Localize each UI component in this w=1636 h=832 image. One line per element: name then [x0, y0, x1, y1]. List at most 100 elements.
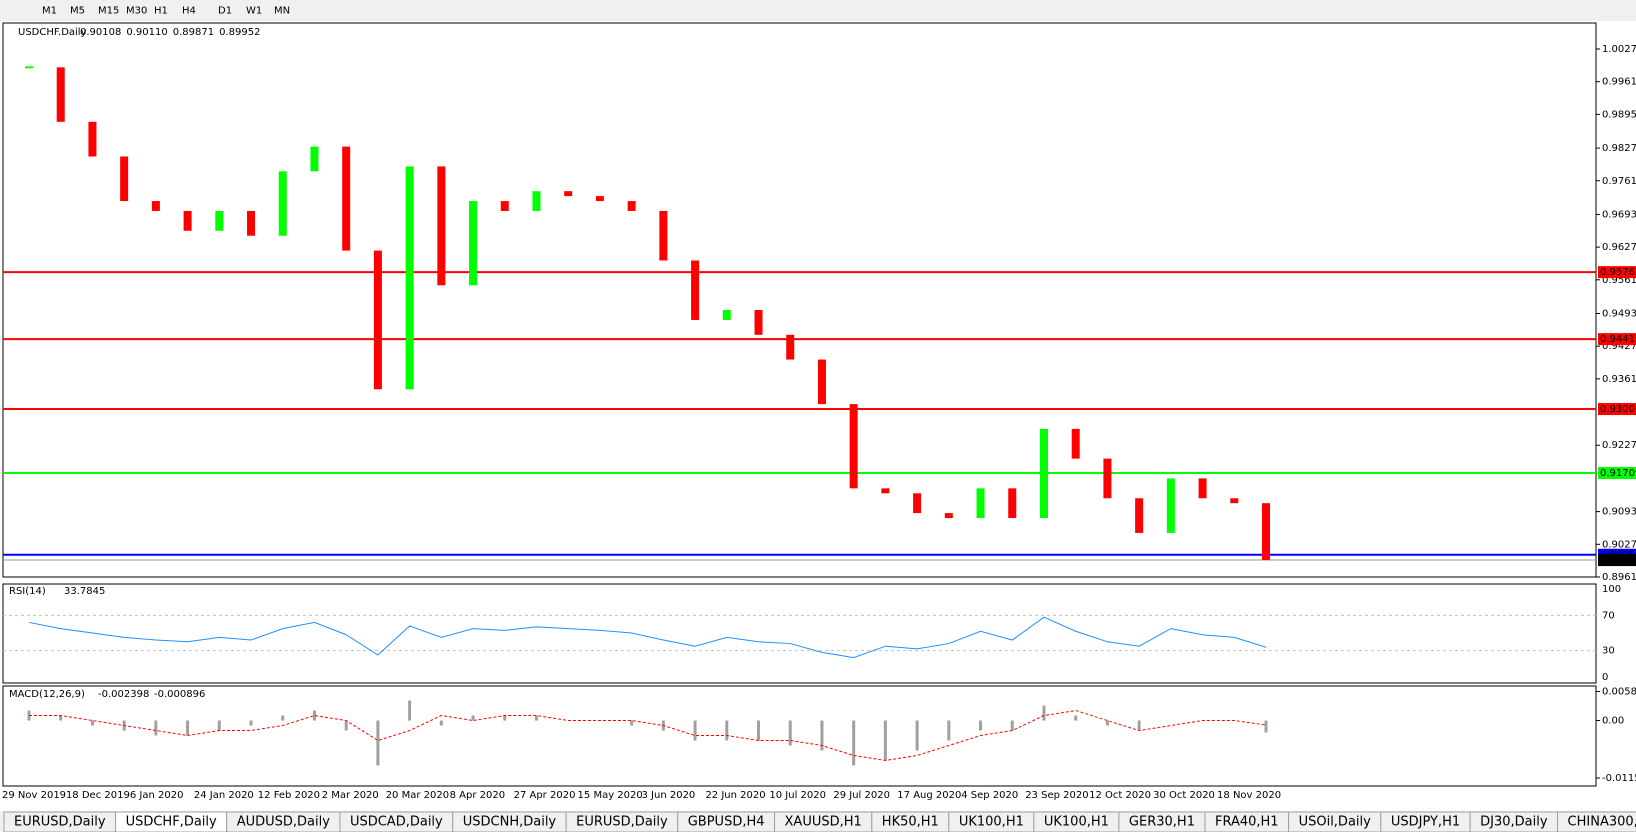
candle: [405, 166, 414, 390]
candle: [120, 156, 129, 202]
x-tick-label: 29 Nov 2019: [2, 790, 66, 801]
timeframe-button[interactable]: M5: [70, 6, 85, 17]
price-level-tag: [1598, 266, 1636, 279]
timeframe-button[interactable]: W1: [246, 6, 262, 17]
tab-label[interactable]: USDCNH,Daily: [463, 815, 557, 830]
tab-label[interactable]: CHINA300,H1: [1568, 815, 1636, 830]
candle: [342, 146, 351, 251]
candle: [1230, 498, 1239, 504]
x-tick-label: 15 May 2020: [578, 790, 643, 801]
bid-tag: [1598, 554, 1636, 567]
price-level-label: 0.94413: [1600, 334, 1636, 345]
x-tick-label: 20 Mar 2020: [386, 790, 449, 801]
x-tick-label: 24 Jan 2020: [194, 790, 254, 801]
timeframe-button[interactable]: M15: [98, 6, 119, 17]
candle: [691, 260, 700, 320]
timeframe-button[interactable]: MN: [274, 6, 290, 17]
x-tick-label: 29 Jul 2020: [833, 790, 890, 801]
candle: [595, 196, 604, 202]
x-tick-label: 12 Feb 2020: [258, 790, 320, 801]
timeframe-button[interactable]: H1: [154, 6, 168, 17]
timeframe-button[interactable]: D1: [218, 6, 232, 17]
macd-title: MACD(12,26,9): [9, 689, 85, 700]
tab-label[interactable]: USDCAD,Daily: [350, 815, 443, 830]
x-tick-label: 18 Dec 2019: [66, 790, 130, 801]
rsi-panel: [2, 583, 1597, 684]
quote-value: 0.90108: [80, 27, 121, 38]
x-tick-label: 22 Jun 2020: [705, 790, 765, 801]
candle: [215, 210, 224, 231]
symbol-title: USDCHF.Daily: [18, 27, 87, 38]
candle: [1103, 458, 1112, 499]
candle: [532, 191, 541, 211]
quote-value: 0.89871: [173, 27, 214, 38]
tab-label[interactable]: USOil,Daily: [1299, 815, 1372, 830]
tab-label[interactable]: USDCHF,Daily: [126, 815, 217, 830]
candle: [1039, 428, 1048, 519]
x-tick-label: 17 Aug 2020: [897, 790, 961, 801]
tab-label[interactable]: XAUUSD,H1: [785, 815, 862, 830]
x-tick-label: 10 Jul 2020: [769, 790, 826, 801]
candle: [913, 493, 922, 514]
tab-label[interactable]: GBPUSD,H4: [688, 815, 765, 830]
candle: [278, 171, 287, 236]
x-tick-label: 23 Sep 2020: [1025, 790, 1088, 801]
tab-label[interactable]: DJ30,Daily: [1480, 815, 1548, 830]
timeframe-button[interactable]: M30: [126, 6, 147, 17]
x-tick-label: 12 Oct 2020: [1089, 790, 1151, 801]
tab-label[interactable]: EURUSD,Daily: [576, 815, 668, 830]
tab-label[interactable]: UK100,H1: [959, 815, 1024, 830]
price-level-label: 0.95765: [1600, 267, 1636, 278]
tab-label[interactable]: AUDUSD,Daily: [237, 815, 331, 830]
x-tick-label: 18 Nov 2020: [1217, 790, 1281, 801]
price-level-tag: [1598, 467, 1636, 480]
candle: [56, 67, 65, 122]
tab-label[interactable]: UK100,H1: [1044, 815, 1109, 830]
candle: [1135, 498, 1144, 533]
price-level-tag: [1598, 403, 1636, 416]
candle: [1198, 478, 1207, 499]
candle: [754, 310, 763, 335]
candle: [437, 166, 446, 286]
price-level-label: 0.91709: [1600, 468, 1636, 479]
tab[interactable]: [1557, 811, 1636, 832]
tab-label[interactable]: FRA40,H1: [1215, 815, 1279, 830]
macd-current: -0.002398: [98, 689, 149, 700]
timeframe-button[interactable]: M1: [42, 6, 57, 17]
x-tick-label: 4 Sep 2020: [961, 790, 1018, 801]
candle: [183, 210, 192, 231]
y-tick-label: 70: [1602, 610, 1615, 621]
tab-label[interactable]: EURUSD,Daily: [14, 815, 106, 830]
candle: [722, 310, 731, 320]
y-tick-label: 30: [1602, 646, 1615, 657]
candle: [1008, 488, 1017, 519]
y-tick-label: 0: [1602, 672, 1608, 683]
macd-panel: [2, 685, 1597, 787]
toolbar: [0, 0, 1636, 21]
tab-label[interactable]: GER30,H1: [1129, 815, 1195, 830]
timeframe-button[interactable]: H4: [182, 6, 196, 17]
x-tick-label: 6 Jan 2020: [130, 790, 184, 801]
candle: [1071, 428, 1080, 459]
candle: [849, 404, 858, 489]
candle: [469, 201, 478, 286]
candle: [564, 191, 573, 197]
tab-label[interactable]: HK50,H1: [882, 815, 939, 830]
candle: [151, 201, 160, 211]
candle: [310, 146, 319, 172]
tab-label[interactable]: USDJPY,H1: [1391, 815, 1460, 830]
candle: [373, 250, 382, 390]
